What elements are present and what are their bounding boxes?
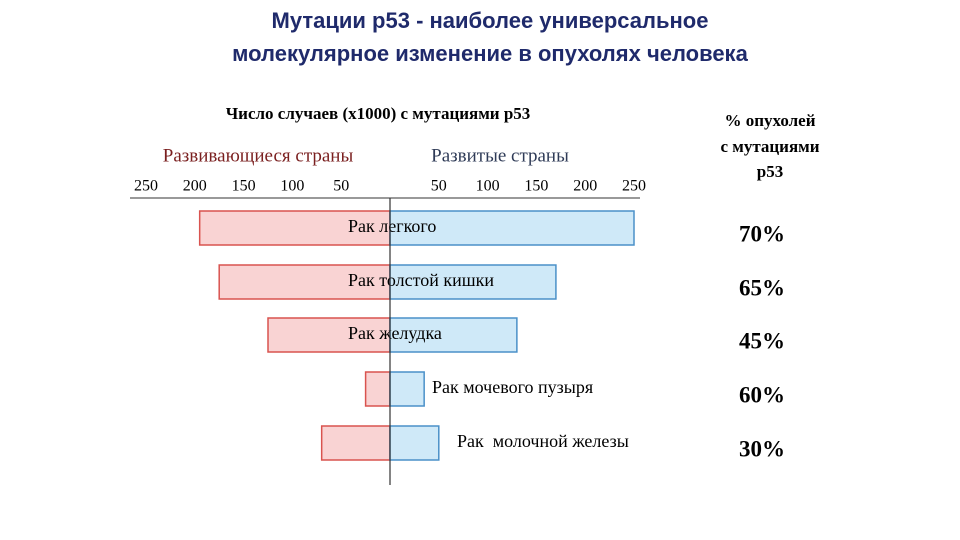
- bar: [267, 317, 391, 353]
- x-tick-label: 200: [183, 178, 207, 195]
- percent-label: 60%: [739, 382, 785, 407]
- title-line: Мутации p53 - наиболее универсальное: [272, 8, 709, 33]
- percent-title: % опухолей: [724, 111, 815, 130]
- category-label: Рак молочной железы: [457, 431, 629, 451]
- category-label: Рак толстой кишки: [348, 270, 494, 290]
- x-tick-label: 50: [431, 178, 447, 195]
- category-label: Рак легкого: [348, 216, 436, 236]
- x-tick-label: 150: [524, 178, 548, 195]
- category-label: Рак мочевого пузыря: [432, 377, 593, 397]
- percent-label: 65%: [739, 275, 785, 300]
- bar: [389, 210, 635, 246]
- bar: [389, 425, 440, 461]
- bar: [218, 264, 391, 300]
- category-label: Рак желудка: [348, 323, 442, 343]
- legend-left: Развивающиеся страны: [163, 145, 354, 166]
- bar: [320, 425, 391, 461]
- legend-right: Развитые страны: [431, 145, 569, 166]
- bar: [389, 371, 425, 407]
- percent-title: p53: [757, 162, 783, 181]
- percent-label: 30%: [739, 436, 785, 461]
- x-tick-label: 250: [134, 178, 158, 195]
- x-tick-label: 150: [232, 178, 256, 195]
- bar: [364, 371, 391, 407]
- x-tick-label: 250: [622, 178, 646, 195]
- x-tick-label: 100: [280, 178, 304, 195]
- title-line: молекулярное изменение в опухолях челове…: [232, 41, 748, 66]
- bar: [389, 317, 518, 353]
- percent-label: 70%: [739, 221, 785, 246]
- x-tick-label: 100: [476, 178, 500, 195]
- axis-title: Число случаев (x1000) с мутациями p53: [226, 104, 531, 123]
- x-tick-label: 200: [573, 178, 597, 195]
- percent-label: 45%: [739, 328, 785, 353]
- x-tick-label: 50: [333, 178, 349, 195]
- percent-title: с мутациями: [720, 137, 819, 156]
